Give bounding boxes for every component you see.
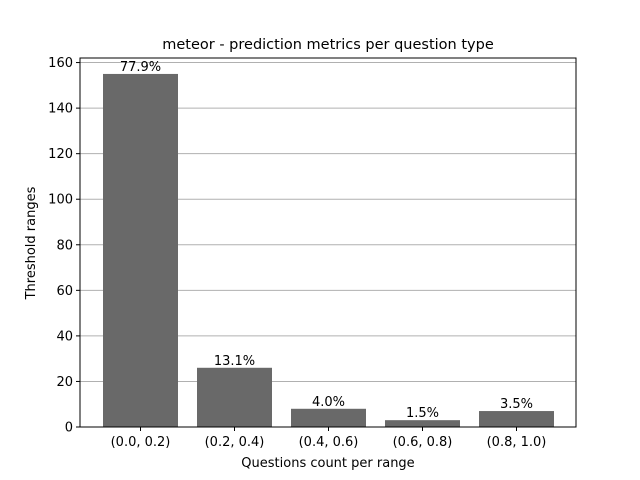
y-tick-label: 0: [65, 421, 73, 436]
y-tick-label: 60: [56, 284, 73, 299]
y-axis: 0 20 40 60 80 100 120 140 160: [48, 56, 80, 436]
x-tick-label: (0.0, 0.2): [111, 435, 171, 450]
y-axis-title: Threshold ranges: [24, 186, 39, 300]
y-tick-label: 100: [48, 193, 73, 208]
y-tick-label: 40: [56, 329, 73, 344]
y-tick-label: 80: [56, 238, 73, 253]
x-axis-title: Questions count per range: [241, 456, 414, 471]
x-tick-label: (0.2, 0.4): [205, 435, 265, 450]
y-tick-label: 140: [48, 102, 73, 117]
y-tick-label: 120: [48, 147, 73, 162]
bar: [479, 411, 554, 427]
x-tick-label: (0.6, 0.8): [393, 435, 453, 450]
y-tick-label: 160: [48, 56, 73, 71]
x-axis: (0.0, 0.2) (0.2, 0.4) (0.4, 0.6) (0.6, 0.8)…: [111, 427, 547, 450]
x-tick-label: (0.4, 0.6): [299, 435, 359, 450]
bars: [103, 73, 554, 427]
bar-value-label: 4.0%: [312, 395, 345, 410]
bar: [291, 408, 366, 427]
x-tick-label: (0.8, 1.0): [487, 435, 547, 450]
bar: [103, 73, 178, 427]
bar: [385, 420, 460, 427]
bar-value-labels: 77.9% 13.1% 4.0% 1.5% 3.5%: [120, 60, 533, 421]
bar: [197, 367, 272, 427]
chart-title: meteor - prediction metrics per question…: [162, 37, 494, 53]
bar-value-label: 77.9%: [120, 60, 161, 75]
bar-value-label: 1.5%: [406, 406, 439, 421]
bar-value-label: 13.1%: [214, 354, 255, 369]
y-tick-label: 20: [56, 375, 73, 390]
bar-value-label: 3.5%: [500, 397, 533, 412]
